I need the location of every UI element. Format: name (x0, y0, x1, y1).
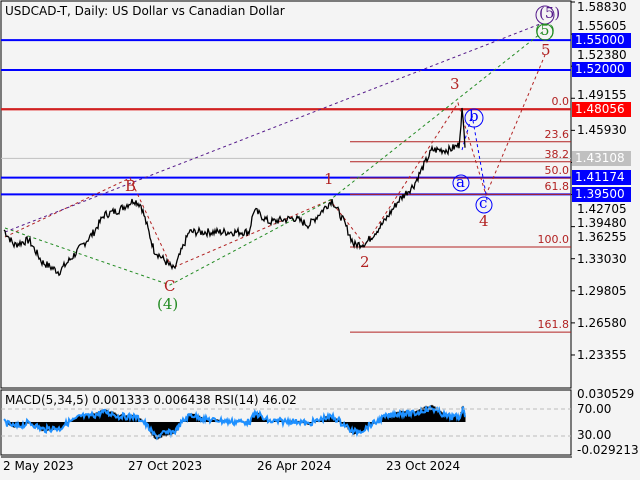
fib-level-label: 50.0 (544, 164, 570, 178)
y-tick-label: 1.29805 (577, 283, 627, 298)
y-tick-label: 1.55605 (577, 18, 627, 33)
y-tick-label: 1.39480 (577, 215, 627, 230)
y-tick-label: 1.45930 (577, 123, 627, 138)
indicator-axis-label: 30.00 (577, 428, 612, 442)
indicator-frame (0, 389, 572, 456)
indicator-title: MACD(5,34,5) 0.001333 0.006438 RSI(14) 4… (5, 393, 297, 407)
y-tick-label: 1.49155 (577, 87, 627, 102)
indicator-axis-label: -0.029213 (577, 443, 639, 457)
wave-label: (5) (539, 4, 561, 22)
y-tick-label: 1.58830 (577, 0, 627, 14)
rsi-line (3, 404, 466, 441)
wave-label: 4 (479, 212, 489, 230)
fib-level-label: 161.8 (537, 318, 570, 332)
x-tick-label: 23 Oct 2024 (386, 459, 461, 473)
y-tick-label: 1.36255 (577, 229, 627, 244)
wave-lines (4, 23, 546, 286)
y-tick-label: 1.42705 (577, 201, 627, 216)
y-tick-label: 1.33030 (577, 251, 627, 266)
y-tick-label: 1.52380 (577, 48, 627, 63)
wave-label: 2 (360, 253, 370, 271)
price-tag: 1.39500 (572, 186, 631, 202)
wave-label: 5 (541, 41, 551, 59)
fib-level-label: 100.0 (537, 232, 570, 246)
price-tag: 1.43108 (572, 150, 631, 166)
wave-label: (4) (157, 295, 179, 313)
price-tag: 1.52000 (572, 62, 631, 78)
price-tag: 1.48056 (572, 101, 631, 117)
price-series (3, 107, 466, 277)
wave-circles (452, 5, 555, 214)
indicator-axis-label: 0.030529 (577, 387, 635, 401)
fib-level-label: 23.6 (544, 127, 570, 141)
wave-label: C (164, 277, 176, 295)
wave-label: b (469, 107, 479, 125)
y-tick-label: 1.23355 (577, 347, 627, 362)
price-tag: 1.41174 (572, 170, 631, 186)
wave-label: (5) (535, 23, 555, 39)
fib-level-label: 0.0 (551, 95, 570, 109)
x-tick-label: 2 May 2023 (3, 459, 74, 473)
fib-level-label: 38.2 (544, 147, 570, 161)
price-tag: 1.55000 (572, 32, 631, 48)
indicator-axis-label: 70.00 (577, 402, 612, 416)
wave-label: 3 (450, 75, 460, 93)
wave-label: B (125, 177, 137, 195)
x-tick-label: 26 Apr 2024 (257, 459, 332, 473)
wave-label: 1 (324, 170, 334, 188)
y-tick-label: 1.26580 (577, 315, 627, 330)
fib-level-label: 61.8 (544, 180, 570, 194)
wave-label: a (456, 173, 465, 191)
x-tick-label: 27 Oct 2023 (128, 459, 203, 473)
wave-label: c (479, 194, 488, 212)
chart-title: USDCAD-T, Daily: US Dollar vs Canadian D… (5, 4, 285, 18)
